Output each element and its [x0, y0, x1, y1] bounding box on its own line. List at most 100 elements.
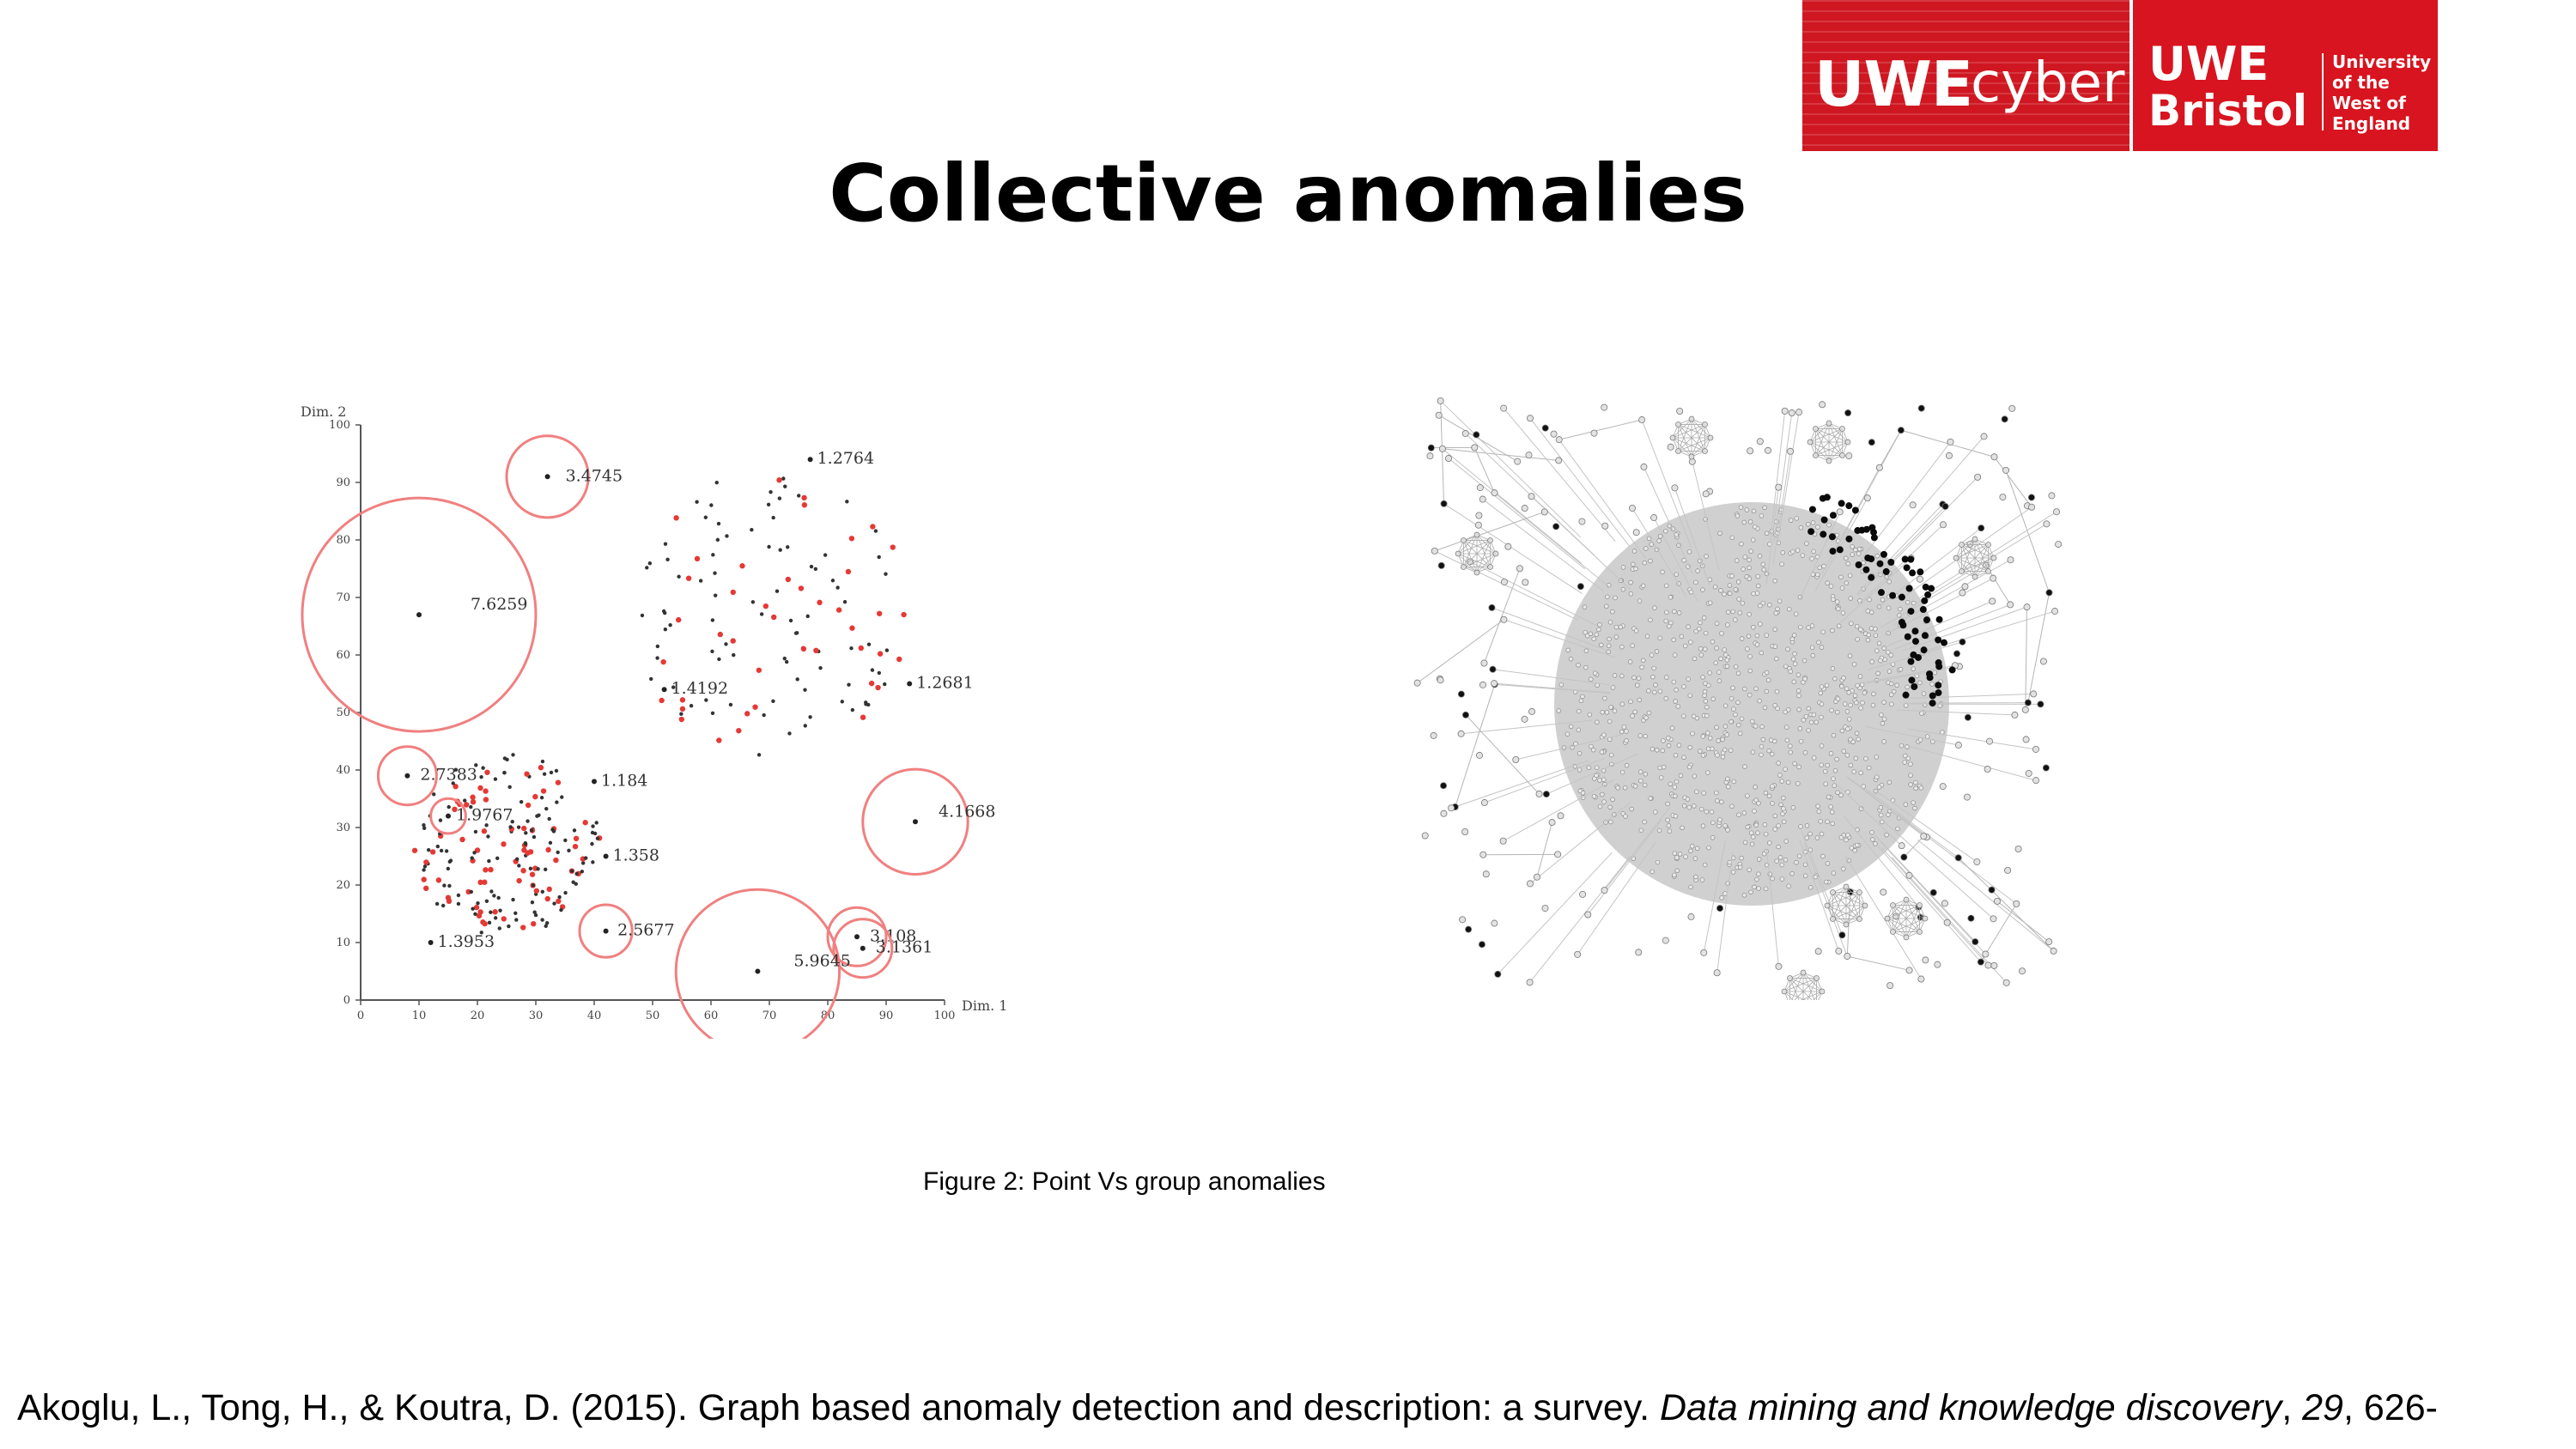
clique-node [1473, 531, 1480, 538]
graph-node [1823, 781, 1828, 786]
scatter-point [778, 548, 782, 552]
graph-node [1836, 606, 1841, 612]
graph-node [1722, 891, 1728, 896]
graph-node [1825, 819, 1830, 824]
anomaly-node [1920, 646, 1928, 654]
scatter-point [716, 521, 721, 526]
graph-node [1825, 861, 1831, 866]
graph-node [1576, 727, 1582, 733]
anomaly-label: 1.2764 [817, 449, 874, 468]
graph-node [1903, 753, 1908, 759]
scatter-point [435, 844, 440, 849]
graph-node [1886, 812, 1891, 817]
graph-node [1830, 627, 1835, 634]
graph-edge [1577, 841, 1656, 955]
graph-node [1784, 724, 1789, 730]
graph-node [1826, 522, 1832, 528]
graph-node [1540, 508, 1548, 516]
anomaly-node [1908, 676, 1916, 684]
graph-node [1663, 695, 1669, 701]
graph-node [1747, 668, 1753, 674]
graph-node [1623, 814, 1628, 819]
graph-node [1568, 724, 1574, 730]
scatter-point [569, 869, 574, 873]
graph-node [1656, 538, 1662, 543]
scatter-point [759, 612, 764, 616]
graph-edge [1765, 848, 1779, 967]
graph-node [1597, 803, 1603, 809]
graph-node [1683, 854, 1688, 859]
scatter-point [713, 571, 717, 575]
graph-node [1964, 713, 1971, 721]
graph-node [1618, 624, 1624, 630]
anomaly-point [807, 457, 813, 463]
graph-node [1437, 397, 1444, 404]
graph-node [1868, 626, 1874, 631]
graph-node [1776, 540, 1782, 546]
graph-node [1714, 790, 1719, 796]
graph-node [1940, 521, 1947, 529]
graph-node [1779, 862, 1784, 868]
scatter-point [469, 889, 474, 894]
graph-node [1535, 790, 1543, 797]
scatter-point [473, 829, 478, 834]
graph-node [1656, 828, 1662, 834]
graph-node [1719, 799, 1724, 805]
graph-node [1748, 830, 1754, 835]
graph-node [1714, 646, 1719, 651]
scatter-point [444, 849, 449, 853]
graph-node [1759, 650, 1765, 656]
graph-node [1880, 721, 1886, 726]
anomaly-point [913, 819, 918, 825]
scatter-point [771, 699, 775, 704]
graph-node [1759, 743, 1765, 749]
anomaly-label: 3.108 [870, 926, 916, 945]
graph-node [1836, 623, 1842, 629]
scatter-point [776, 477, 782, 483]
scatter-point [471, 906, 475, 911]
graph-node [1660, 569, 1665, 575]
scatter-point [818, 666, 823, 670]
graph-edge [1631, 507, 1686, 597]
anomaly-node [1907, 658, 1915, 665]
logo-cyber-text: cyber [1971, 52, 2125, 115]
scatter-point [556, 898, 562, 905]
graph-node [1482, 870, 1490, 878]
graph-node [1986, 737, 1994, 745]
scatter-point [710, 618, 715, 622]
graph-node [1816, 809, 1822, 815]
clique-node [1917, 929, 1923, 935]
graph-edge [2005, 470, 2050, 593]
graph-node [1642, 560, 1647, 566]
graph-node [1809, 623, 1815, 628]
graph-node [1844, 952, 1851, 960]
graph-node [1847, 573, 1853, 579]
graph-node [1491, 919, 1498, 927]
graph-node [2025, 769, 2032, 777]
graph-node [1783, 664, 1789, 669]
graph-node [1584, 633, 1590, 639]
graph-edge [1417, 619, 1504, 684]
clique-node [1688, 453, 1695, 460]
graph-node [1722, 591, 1727, 597]
scatter-point [487, 920, 492, 925]
graph-node [1660, 748, 1666, 754]
graph-node [1702, 862, 1708, 868]
graph-node [1673, 793, 1678, 799]
graph-node [1865, 609, 1871, 614]
scatter-point [645, 566, 649, 570]
anomaly-circle [578, 903, 634, 959]
graph-node [1748, 549, 1753, 554]
graph-edge [1529, 857, 1631, 983]
graph-node [1741, 810, 1747, 815]
graph-node [1640, 463, 1648, 470]
clique-node [1461, 564, 1467, 570]
scatter-point [795, 677, 799, 682]
graph-node [1776, 823, 1781, 828]
scatter-point [532, 910, 537, 914]
graph-edge [1833, 429, 1902, 554]
graph-node [1831, 597, 1836, 603]
graph-node [1845, 726, 1850, 731]
graph-edge [1866, 665, 1960, 684]
graph-node [1584, 911, 1592, 919]
